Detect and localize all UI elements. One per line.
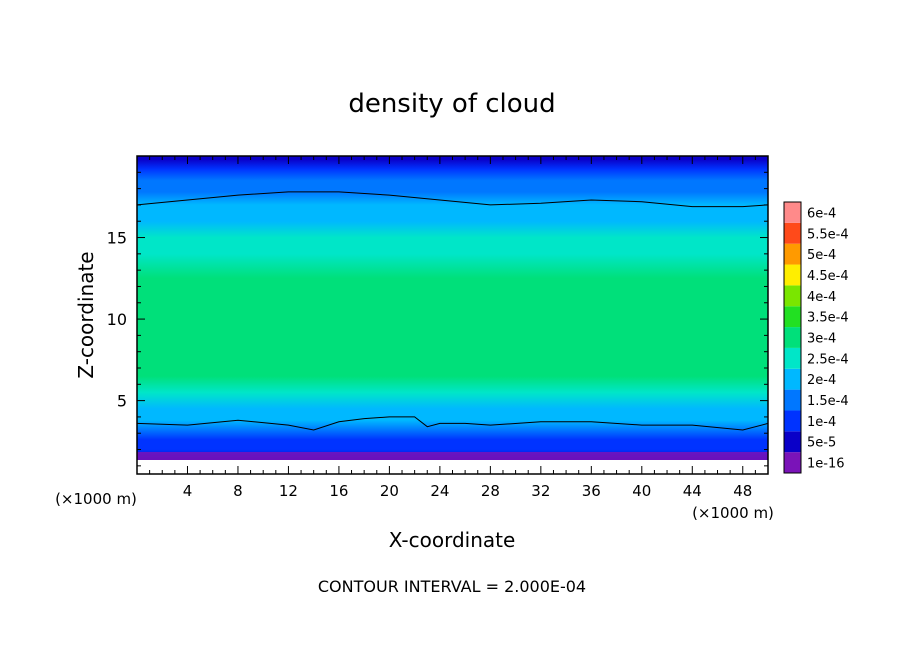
x-tick-label: 28 xyxy=(481,482,500,500)
x-tick-label: 16 xyxy=(329,482,348,500)
surface-layer xyxy=(137,460,768,474)
colorbar-swatch xyxy=(784,306,801,328)
colorbar-swatch xyxy=(784,264,801,286)
colorbar-swatch xyxy=(784,389,801,411)
chart-title: density of cloud xyxy=(348,89,555,119)
y-tick-label: 5 xyxy=(117,392,127,411)
colorbar-swatch xyxy=(784,452,801,473)
colorbar-label: 3.5e-4 xyxy=(807,311,849,326)
x-tick-label: 32 xyxy=(531,482,550,500)
y-axis-ticks: 5 10 15 xyxy=(107,171,768,467)
x-tick-label: 36 xyxy=(582,482,601,500)
colorbar-swatch xyxy=(784,431,801,453)
x-tick-label: 20 xyxy=(380,482,399,500)
colorbar-label: 1e-16 xyxy=(807,457,845,472)
colorbar-swatch xyxy=(784,347,801,369)
x-unit-left: (×1000 m) xyxy=(55,490,137,508)
colorbar-label: 1.5e-4 xyxy=(807,394,849,409)
colorbar-swatch xyxy=(784,243,801,265)
colorbar-swatch xyxy=(784,202,801,223)
x-tick-label: 24 xyxy=(430,482,449,500)
x-unit-right: (×1000 m) xyxy=(692,504,774,522)
colorbar-label: 2.5e-4 xyxy=(807,352,849,367)
contour-lines xyxy=(136,191,769,431)
contour-line-1 xyxy=(136,191,769,208)
colorbar-label: 3e-4 xyxy=(807,332,836,347)
colorbar-label: 5.5e-4 xyxy=(807,227,849,242)
colorbar-label: 5e-5 xyxy=(807,436,836,451)
ground-band xyxy=(137,452,768,460)
plot-area xyxy=(137,156,768,474)
y-axis-label: Z-coordinate xyxy=(74,251,98,378)
x-tick-label: 12 xyxy=(279,482,298,500)
contour-interval-note: CONTOUR INTERVAL = 2.000E-04 xyxy=(318,577,586,596)
colorbar-label: 1e-4 xyxy=(807,415,836,430)
colorbar-label: 4.5e-4 xyxy=(807,269,849,284)
colorbar-swatch xyxy=(784,410,801,432)
y-tick-label: 10 xyxy=(107,310,127,329)
colorbar-swatch xyxy=(784,368,801,390)
x-tick-label: 8 xyxy=(233,482,243,500)
colorbar-label: 5e-4 xyxy=(807,248,836,263)
colorbar: 1e-16 5e-5 1e-4 1.5e-4 2e-4 2.5e-4 3e-4 3.5e-4 4… xyxy=(783,201,849,474)
colorbar-swatch xyxy=(784,285,801,307)
colorbar-label: 4e-4 xyxy=(807,290,836,305)
y-tick-label: 15 xyxy=(107,229,127,248)
x-tick-label: 40 xyxy=(632,482,651,500)
contour-line-2 xyxy=(136,416,769,431)
colorbar-frame xyxy=(783,201,802,474)
x-tick-label: 48 xyxy=(733,482,752,500)
colorbar-label: 2e-4 xyxy=(807,373,836,388)
x-axis-label: X-coordinate xyxy=(389,528,516,552)
colorbar-label: 6e-4 xyxy=(807,206,836,221)
x-tick-label: 44 xyxy=(683,482,702,500)
x-axis-ticks: 4 8 12 16 20 24 28 32 36 40 44 48 xyxy=(149,156,756,500)
colorbar-swatch xyxy=(784,222,801,244)
x-tick-label: 4 xyxy=(183,482,193,500)
colorbar-swatch xyxy=(784,327,801,348)
